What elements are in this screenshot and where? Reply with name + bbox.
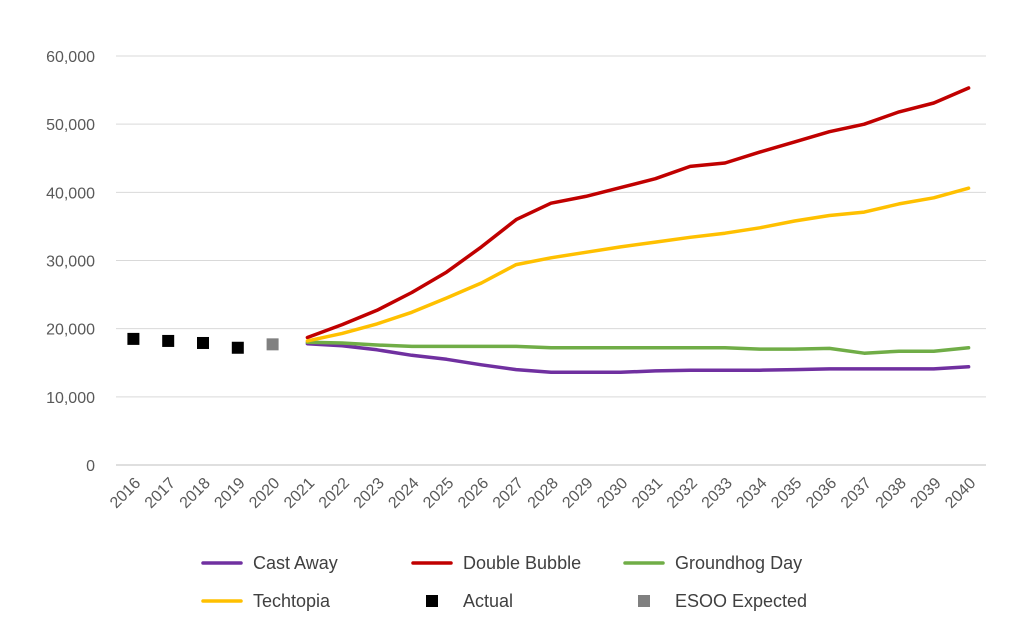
x-tick-label: 2028	[525, 475, 562, 512]
plot-area	[127, 86, 971, 375]
x-tick-label: 2032	[664, 475, 701, 512]
y-tick-label: 10,000	[46, 390, 95, 407]
legend-label-double-bubble: Double Bubble	[463, 553, 581, 573]
x-tick-label: 2017	[142, 475, 179, 512]
x-tick-label: 2016	[107, 475, 144, 512]
x-tick-label: 2020	[246, 475, 283, 512]
x-tick-label: 2024	[385, 475, 422, 512]
marker-actual	[231, 341, 244, 354]
series-line-techtopia	[305, 186, 971, 343]
y-tick-label: 60,000	[46, 49, 95, 66]
x-tick-label: 2018	[177, 475, 214, 512]
x-tick-label: 2036	[803, 475, 840, 512]
x-tick-label: 2034	[733, 475, 770, 512]
marker-actual	[197, 336, 209, 349]
legend-label-esoo-expected: ESOO Expected	[675, 591, 807, 611]
y-tick-label: 20,000	[46, 322, 95, 339]
legend-swatch-esoo-expected	[638, 595, 650, 607]
legend-label-cast-away: Cast Away	[253, 553, 338, 573]
x-tick-label: 2039	[907, 475, 944, 512]
legend-swatch-actual	[426, 595, 438, 607]
x-tick-label: 2027	[490, 475, 527, 512]
series-line-double-bubble	[305, 86, 971, 340]
marker-actual	[162, 334, 175, 347]
y-tick-label: 0	[86, 458, 95, 475]
y-tick-label: 50,000	[46, 117, 95, 134]
x-tick-label: 2019	[211, 475, 248, 512]
gridlines	[116, 55, 986, 466]
x-tick-label: 2035	[768, 475, 805, 512]
marker-actual	[127, 332, 140, 345]
y-tick-label: 40,000	[46, 185, 95, 202]
x-axis: 2016201720182019202020212022202320242025…	[107, 475, 979, 512]
x-tick-label: 2031	[629, 475, 666, 512]
legend-label-techtopia: Techtopia	[253, 591, 331, 611]
y-axis: 0 10,000 20,000 30,000 40,000 50,000 60,000	[46, 49, 95, 475]
legend-label-actual: Actual	[463, 591, 513, 611]
x-tick-label: 2021	[281, 475, 318, 512]
legend: Cast Away Double Bubble Groundhog Day Techt…	[201, 553, 807, 611]
x-tick-label: 2038	[873, 475, 910, 512]
x-tick-label: 2025	[420, 475, 457, 512]
marker-esoo-expected	[266, 338, 279, 351]
series-line-groundhog-day	[305, 340, 971, 355]
y-tick-label: 30,000	[46, 254, 95, 271]
x-tick-label: 2023	[351, 475, 388, 512]
x-tick-label: 2026	[455, 475, 492, 512]
x-tick-label: 2030	[594, 475, 631, 512]
x-tick-label: 2037	[838, 475, 875, 512]
x-tick-label: 2029	[559, 475, 596, 512]
legend-label-groundhog-day: Groundhog Day	[675, 553, 802, 573]
x-tick-label: 2040	[942, 475, 979, 512]
series-line-cast-away	[305, 341, 971, 375]
x-tick-label: 2033	[699, 475, 736, 512]
x-tick-label: 2022	[316, 475, 353, 512]
